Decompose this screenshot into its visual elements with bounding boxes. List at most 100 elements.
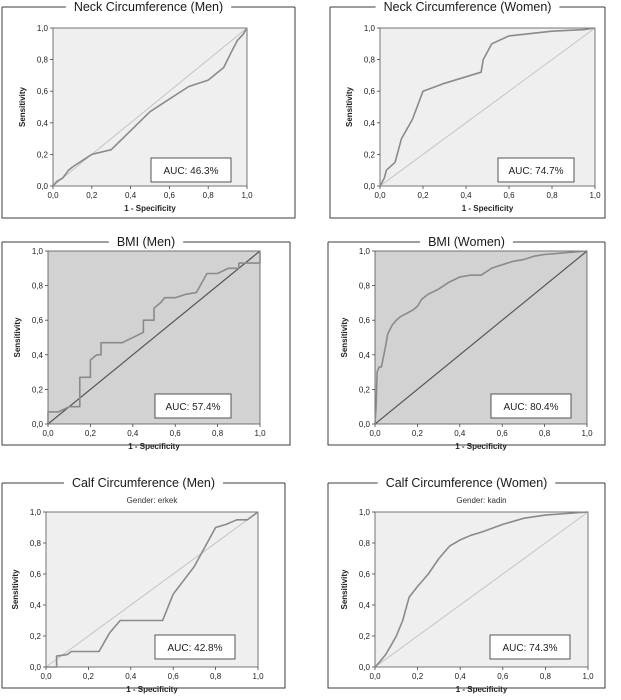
roc-panel: BMI (Women) 0,0 0,2 0,4 0,6 0,8 1,0 0,0 0,2 0,4 0,…: [327, 235, 606, 451]
x-tick-label: 0,0: [42, 429, 54, 438]
panel-frame: [1, 7, 296, 219]
y-axis-label: Sensitivity: [18, 86, 27, 127]
roc-curve: [379, 27, 596, 187]
auc-box: [497, 157, 575, 183]
roc-panel: Neck Circumference (Women) 0,0 0,2 0,4 0,6 0,…: [329, 0, 606, 219]
y-tick-label: 0,4: [30, 601, 42, 610]
auc-box: [490, 393, 572, 419]
reference-line: [374, 250, 588, 425]
x-tick-label: 0,6: [497, 672, 509, 681]
x-axis-label: 1 - Specificity: [128, 442, 180, 451]
x-tick-label: 1,0: [581, 429, 593, 438]
y-tick-label: 1,0: [37, 24, 49, 33]
x-axis-label: 1 - Specificity: [126, 685, 178, 694]
y-tick-label: 0,4: [359, 351, 371, 360]
reference-line: [374, 511, 589, 668]
y-tick-label: 0,8: [37, 56, 49, 65]
panel-frame: [1, 483, 286, 689]
x-tick-label: 0,0: [40, 672, 52, 681]
y-tick-label: 1,0: [359, 508, 371, 517]
y-tick-label: 0,2: [32, 385, 44, 394]
x-tick-label: 0,2: [86, 191, 98, 200]
x-tick-label: 0,0: [369, 429, 381, 438]
auc-label: AUC: 57.4%: [165, 402, 220, 413]
y-tick-label: 1,0: [364, 24, 376, 33]
x-tick-label: 0,8: [540, 672, 552, 681]
x-tick-label: 1,0: [582, 672, 594, 681]
y-tick-label: 0,0: [359, 420, 371, 429]
panel-frame: [327, 483, 606, 689]
panel-frame: [327, 242, 606, 446]
panel-subtitle: Gender: erkek: [127, 496, 179, 505]
auc-box: [150, 157, 232, 183]
x-axis-label: 1 - Specificity: [124, 204, 176, 213]
roc-panel: BMI (Men) 0,0 0,2 0,4 0,6 0,8 1,0 0,0 0,2 0,4 0,6 0…: [1, 235, 291, 451]
x-tick-label: 0,6: [497, 429, 509, 438]
y-tick-label: 1,0: [30, 508, 42, 517]
y-tick-label: 0,0: [30, 663, 42, 672]
x-tick-label: 0,4: [455, 672, 467, 681]
roc-curve: [374, 511, 589, 668]
x-tick-label: 0,6: [164, 191, 176, 200]
roc-panel: Calf Circumference (Women) Gender: kadin 0…: [327, 476, 606, 694]
x-axis-label: 1 - Specificity: [462, 204, 514, 213]
roc-curve: [47, 251, 261, 424]
y-tick-label: 0,2: [364, 150, 376, 159]
x-tick-label: 0,0: [47, 191, 59, 200]
auc-label: AUC: 74.7%: [508, 166, 563, 177]
y-axis-label: Sensitivity: [340, 569, 349, 610]
roc-curve: [52, 27, 248, 187]
x-tick-label: 0,6: [170, 429, 182, 438]
y-tick-label: 0,4: [359, 601, 371, 610]
y-tick-label: 0,6: [30, 570, 42, 579]
panel-title: BMI (Men): [117, 235, 175, 249]
x-tick-label: 0,2: [417, 191, 429, 200]
auc-box: [154, 634, 236, 660]
y-tick-label: 0,0: [359, 663, 371, 672]
panel-title: BMI (Women): [428, 235, 505, 249]
roc-curve: [46, 511, 259, 668]
auc-label: AUC: 46.3%: [163, 166, 218, 177]
y-axis-label: Sensitivity: [13, 317, 22, 358]
x-tick-label: 0,4: [460, 191, 472, 200]
auc-label: AUC: 42.8%: [167, 643, 222, 654]
y-tick-label: 1,0: [359, 247, 371, 256]
roc-panel: Calf Circumference (Men) Gender: erkek 0,0…: [1, 476, 286, 694]
auc-box: [154, 393, 232, 419]
auc-label: AUC: 80.4%: [503, 402, 558, 413]
x-tick-label: 1,0: [241, 191, 253, 200]
x-tick-label: 0,4: [125, 672, 137, 681]
y-tick-label: 0,6: [37, 87, 49, 96]
x-tick-label: 0,4: [454, 429, 466, 438]
x-tick-label: 1,0: [252, 672, 264, 681]
auc-box: [489, 634, 571, 660]
auc-label: AUC: 74.3%: [502, 643, 557, 654]
y-tick-label: 0,2: [37, 150, 49, 159]
y-tick-label: 1,0: [32, 247, 44, 256]
y-tick-label: 0,8: [359, 539, 371, 548]
y-tick-label: 0,8: [364, 56, 376, 65]
panel-frame: [1, 242, 291, 446]
y-tick-label: 0,4: [364, 119, 376, 128]
y-tick-label: 0,6: [32, 316, 44, 325]
y-tick-label: 0,2: [359, 632, 371, 641]
x-tick-label: 0,2: [412, 429, 424, 438]
y-tick-label: 0,0: [364, 182, 376, 191]
panel-title: Neck Circumference (Women): [384, 0, 552, 14]
x-axis-label: 1 - Specificity: [455, 442, 507, 451]
x-tick-label: 0,6: [503, 191, 515, 200]
panel-frame: [329, 7, 606, 219]
roc-panel: Neck Circumference (Men) 0,0 0,2 0,4 0,6 0,8 1…: [1, 0, 296, 219]
y-axis-label: Sensitivity: [11, 569, 20, 610]
panel-title: Calf Circumference (Women): [386, 476, 548, 490]
y-axis-label: Sensitivity: [345, 86, 354, 127]
x-tick-label: 0,0: [374, 191, 386, 200]
x-tick-label: 0,6: [168, 672, 180, 681]
y-tick-label: 0,4: [37, 119, 49, 128]
y-tick-label: 0,8: [30, 539, 42, 548]
x-tick-label: 1,0: [254, 429, 266, 438]
x-tick-label: 0,4: [127, 429, 139, 438]
y-tick-label: 0,6: [359, 316, 371, 325]
y-tick-label: 0,6: [364, 87, 376, 96]
